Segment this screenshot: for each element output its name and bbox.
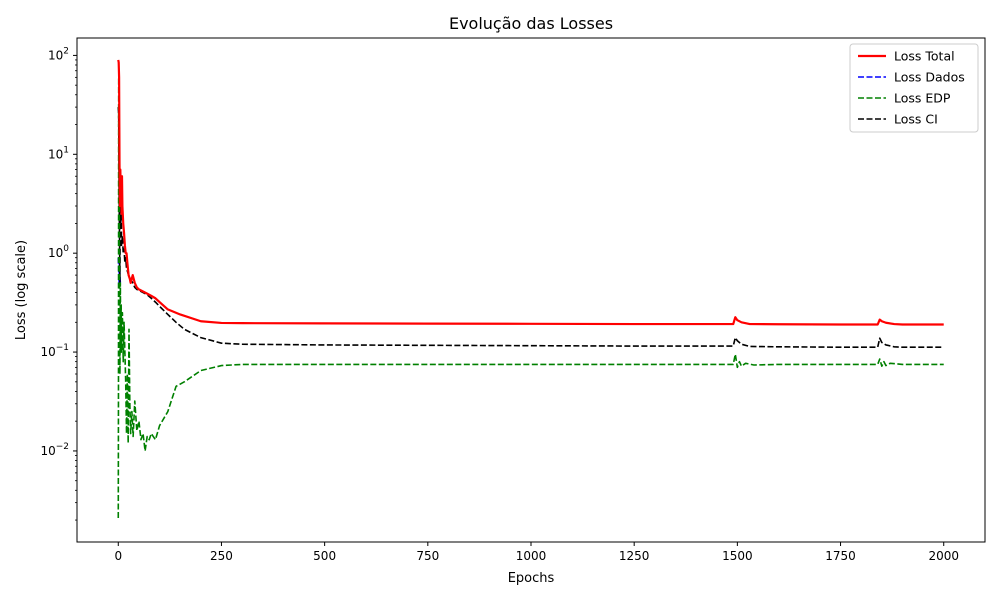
series-group (117, 59, 944, 518)
series-line-loss-total (117, 59, 944, 326)
y-tick-label: 100 (48, 244, 69, 260)
y-tick-label: 102 (48, 46, 69, 62)
legend-label-loss-ci: Loss CI (894, 112, 938, 127)
legend-label-loss-dados: Loss Dados (894, 70, 965, 85)
series-line-loss-edp (117, 76, 944, 518)
legend-label-loss-total: Loss Total (894, 49, 955, 64)
x-tick-label: 500 (313, 549, 336, 563)
series-line-loss-ci (117, 107, 944, 348)
legend-label-loss-edp: Loss EDP (894, 91, 951, 106)
y-tick-label: 101 (48, 145, 69, 161)
plot-area: 0 250 500 750 1000 1250 1500 1750 2000 10−2 10−1 10… (40, 37, 986, 563)
chart-title: Evolução das Losses (449, 14, 613, 33)
x-tick-label: 750 (416, 549, 439, 563)
x-tick-label: 250 (210, 549, 233, 563)
x-tick-label: 1750 (825, 549, 856, 563)
x-tick-label: 1250 (619, 549, 650, 563)
legend: Loss Total Loss Dados Loss EDP Loss CI (849, 43, 979, 133)
y-tick-label: 10−1 (40, 343, 69, 359)
x-tick-label: 1500 (722, 549, 753, 563)
x-axis-label: Epochs (508, 571, 555, 586)
y-tick-label: 10−2 (40, 442, 69, 458)
x-tick-label: 1000 (516, 549, 547, 563)
legend-box (849, 43, 979, 133)
x-tick-label: 2000 (928, 549, 959, 563)
x-tick-label: 0 (114, 549, 122, 563)
y-axis-label: Loss (log scale) (14, 240, 29, 340)
